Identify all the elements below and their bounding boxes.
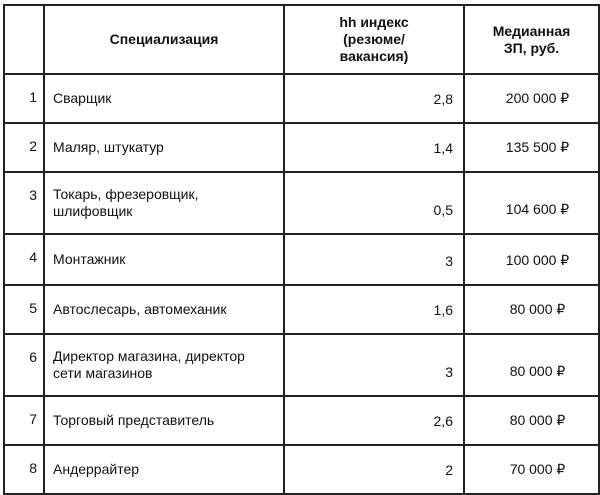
median-salary-cell: 80 000 ₽ — [463, 333, 600, 397]
table-row: 4 Монтажник 3 100 000 ₽ — [3, 233, 600, 286]
median-salary-cell: 135 500 ₽ — [463, 122, 600, 173]
header-number — [3, 4, 45, 75]
row-number: 3 — [3, 171, 45, 235]
specialization-cell: Директор магазина, директор сети магазин… — [43, 333, 285, 397]
table-row: 8 Андеррайтер 2 70 000 ₽ — [3, 444, 600, 495]
specialization-cell: Торговый представитель — [43, 395, 285, 446]
median-salary-cell: 200 000 ₽ — [463, 73, 600, 124]
header-row: Специализация hh индекс (резюме/ ваканси… — [3, 4, 600, 75]
header-hh-index: hh индекс (резюме/ вакансия) — [283, 4, 465, 75]
median-salary-cell: 100 000 ₽ — [463, 233, 600, 286]
hh-index-cell: 2,6 — [283, 395, 465, 446]
median-salary-cell: 80 000 ₽ — [463, 284, 600, 335]
median-salary-cell: 104 600 ₽ — [463, 171, 600, 235]
hh-index-cell: 3 — [283, 233, 465, 286]
specialization-cell: Монтажник — [43, 233, 285, 286]
specialization-cell: Автослесарь, автомеханик — [43, 284, 285, 335]
table-row: 6 Директор магазина, директор сети магази… — [3, 333, 600, 397]
specialization-cell: Сварщик — [43, 73, 285, 124]
row-number: 6 — [3, 333, 45, 397]
median-salary-cell: 70 000 ₽ — [463, 444, 600, 495]
row-number: 8 — [3, 444, 45, 495]
row-number: 5 — [3, 284, 45, 335]
hh-index-cell: 0,5 — [283, 171, 465, 235]
header-median-salary: Медианная ЗП, руб. — [463, 4, 600, 75]
specialization-cell: Андеррайтер — [43, 444, 285, 495]
hh-index-cell: 3 — [283, 333, 465, 397]
row-number: 7 — [3, 395, 45, 446]
salary-table: Специализация hh индекс (резюме/ ваканси… — [3, 4, 600, 495]
row-number: 1 — [3, 73, 45, 124]
header-specialization: Специализация — [43, 4, 285, 75]
specialization-cell: Токарь, фрезеровщик, шлифовщик — [43, 171, 285, 235]
hh-index-cell: 1,6 — [283, 284, 465, 335]
hh-index-cell: 2 — [283, 444, 465, 495]
table-row: 3 Токарь, фрезеровщик, шлифовщик 0,5 104 60… — [3, 171, 600, 235]
specialization-cell: Маляр, штукатур — [43, 122, 285, 173]
table-row: 2 Маляр, штукатур 1,4 135 500 ₽ — [3, 122, 600, 173]
table-row: 5 Автослесарь, автомеханик 1,6 80 000 ₽ — [3, 284, 600, 335]
row-number: 4 — [3, 233, 45, 286]
table-row: 1 Сварщик 2,8 200 000 ₽ — [3, 73, 600, 124]
hh-index-cell: 2,8 — [283, 73, 465, 124]
table-row: 7 Торговый представитель 2,6 80 000 ₽ — [3, 395, 600, 446]
hh-index-cell: 1,4 — [283, 122, 465, 173]
median-salary-cell: 80 000 ₽ — [463, 395, 600, 446]
row-number: 2 — [3, 122, 45, 173]
